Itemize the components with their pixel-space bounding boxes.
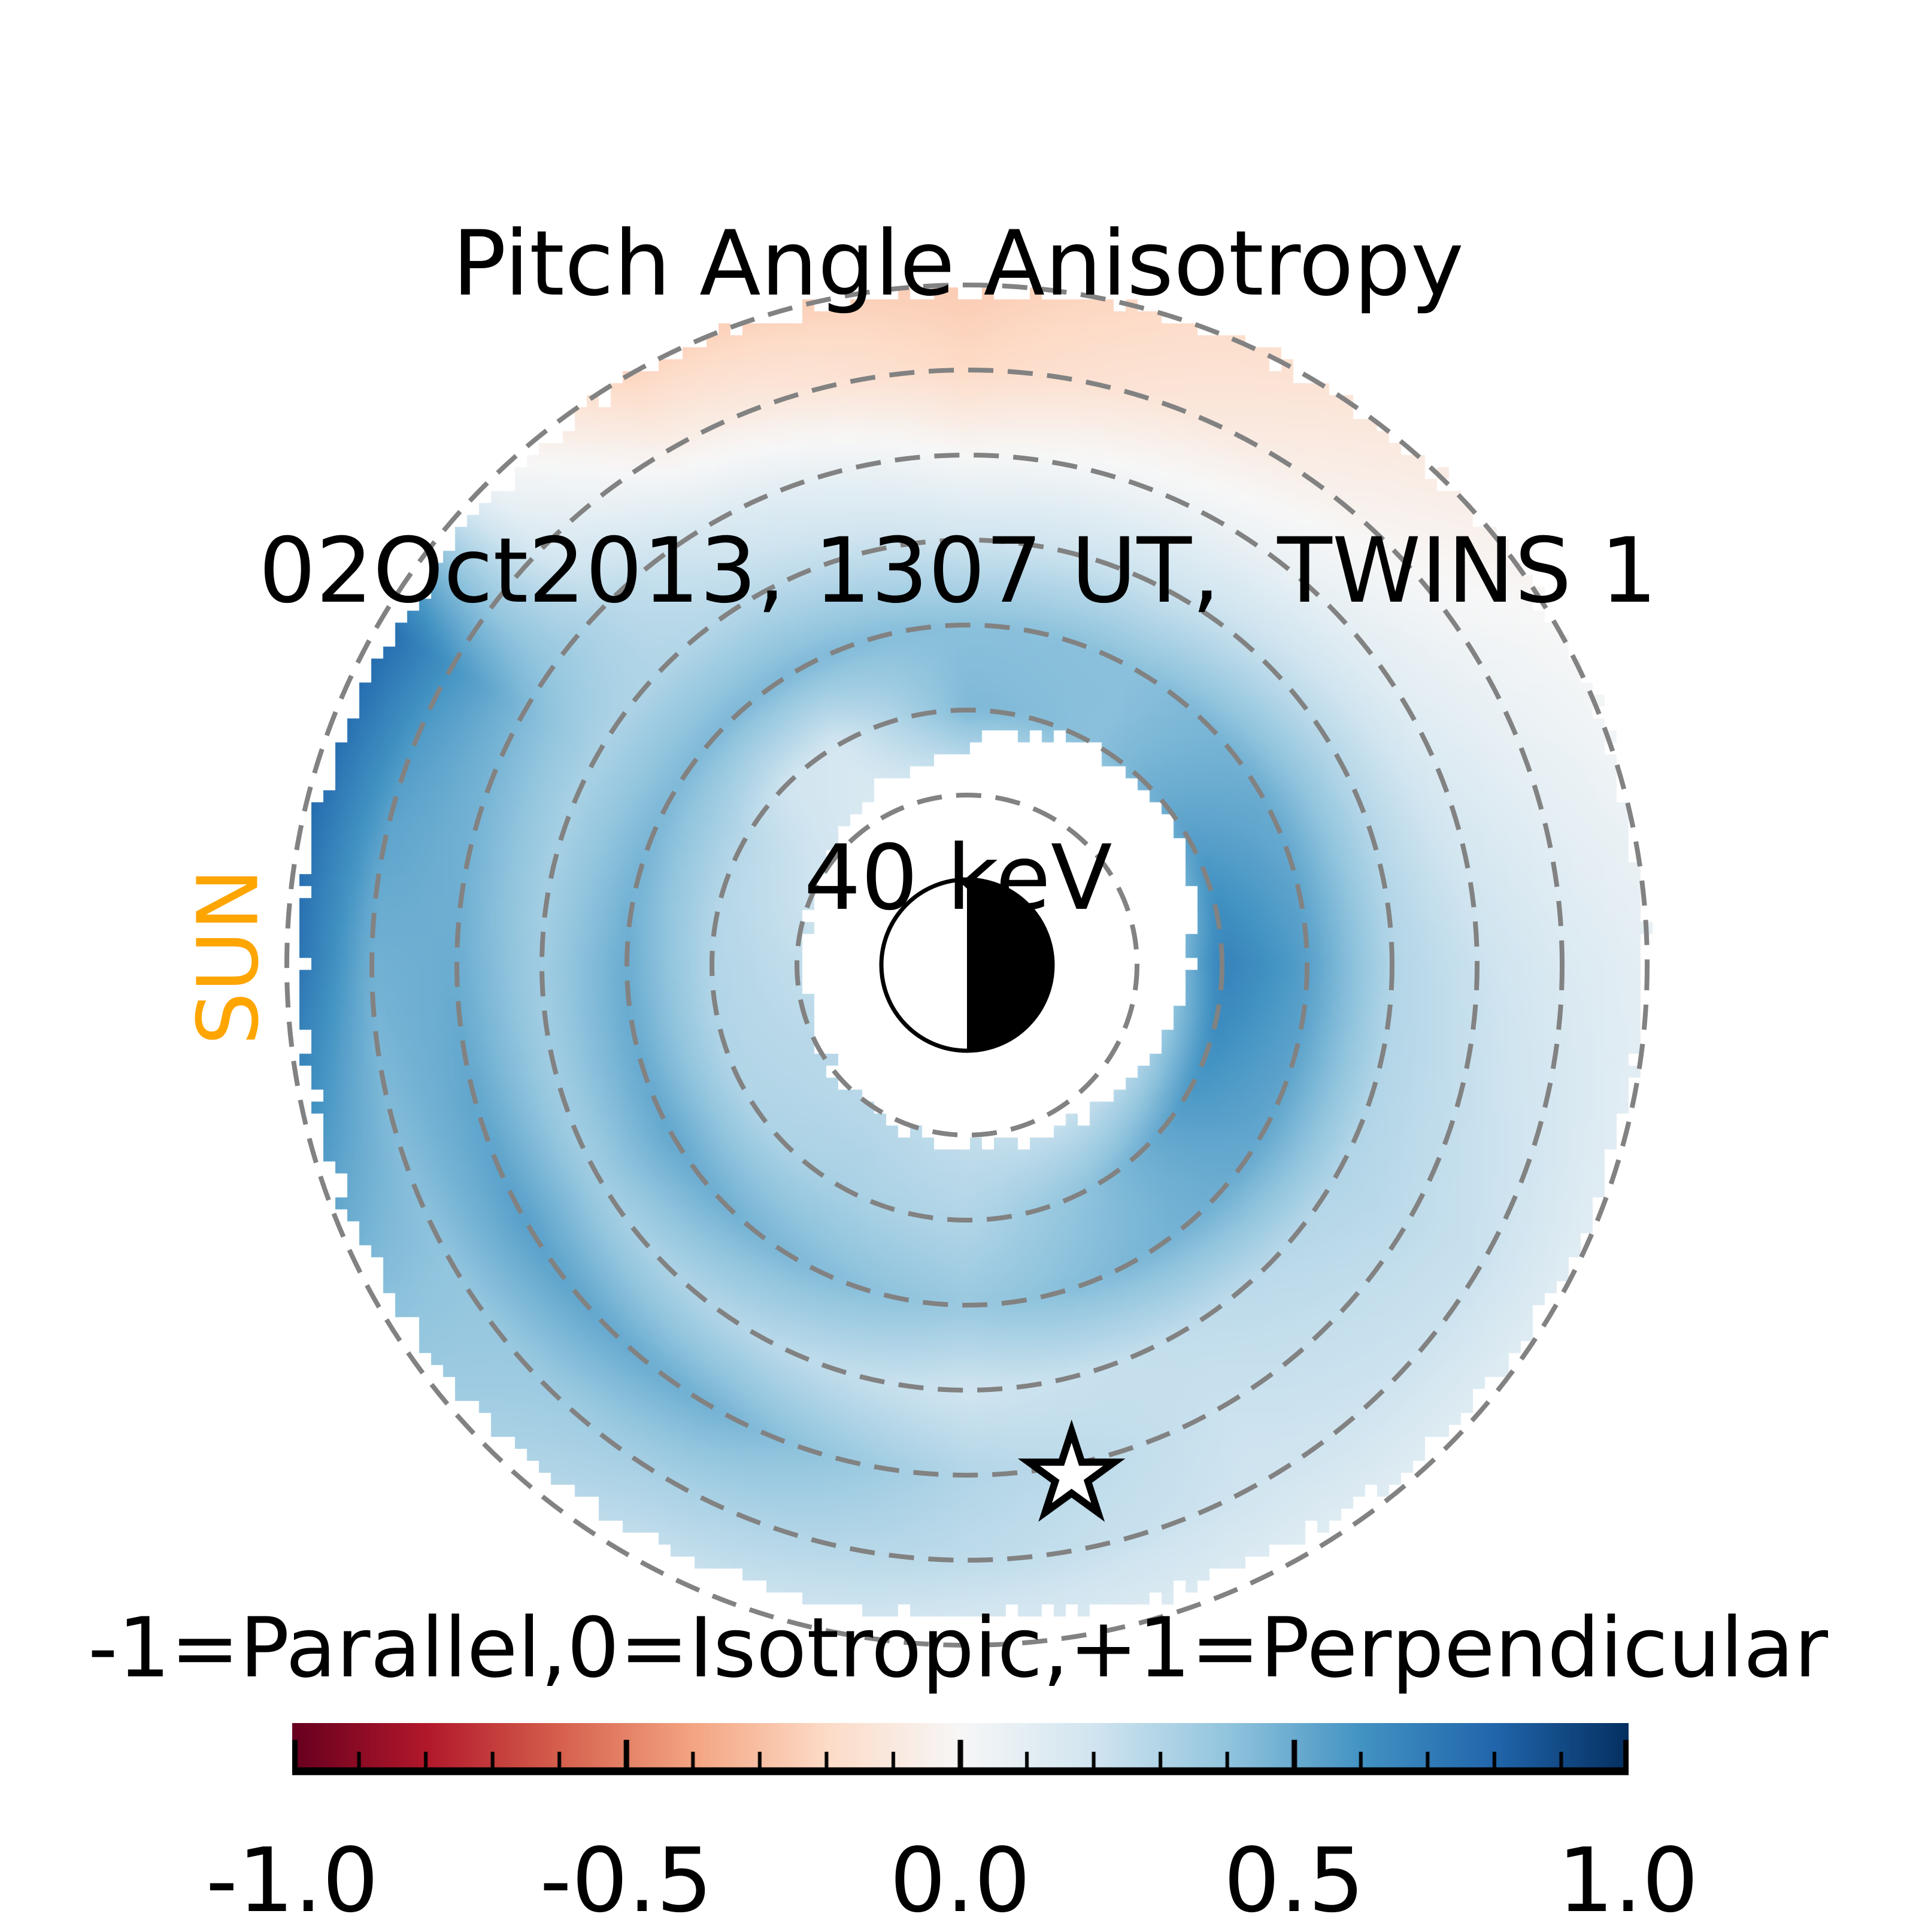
lshell-circle-4 [624,623,1309,1308]
satellite-star-marker [1017,1420,1126,1522]
lshell-circle-7 [369,368,1565,1563]
colorbar-tick-label: -1.0 [205,1829,379,1932]
lshell-circle-8 [284,283,1650,1648]
earth-nightside [967,879,1053,1051]
colorbar-tick-label: 0.0 [889,1829,1031,1932]
colorbar-tick-label: 0.5 [1223,1829,1365,1932]
chart-title: Pitch Angle Anisotropy [452,212,1464,316]
lshell-circle-2 [795,793,1139,1138]
lshell-circle-5 [539,538,1394,1393]
sun-direction-label: SUN [180,868,278,1046]
star-marker [1017,1420,1126,1522]
chart-subtitle-energy: 40 keV [804,826,1112,930]
colorbar-tick-label: 1.0 [1557,1829,1699,1932]
colorbar-canvas [292,1723,1629,1776]
earth-symbol [879,877,1055,1053]
title-block: Pitch Angle Anisotropy 02Oct2013, 1307 U… [0,8,1916,1032]
colorbar-label: -1=Parallel,0=Isotropic,+1=Perpendicular [87,1600,1829,1696]
chart-subtitle-datetime: 02Oct2013, 1307 UT, TWINS 1 [259,519,1657,623]
lshell-dashed-circles [284,283,1650,1648]
lshell-circle-3 [710,708,1224,1223]
colorbar-tick-label: -0.5 [539,1829,713,1932]
lshell-circle-6 [454,453,1480,1478]
